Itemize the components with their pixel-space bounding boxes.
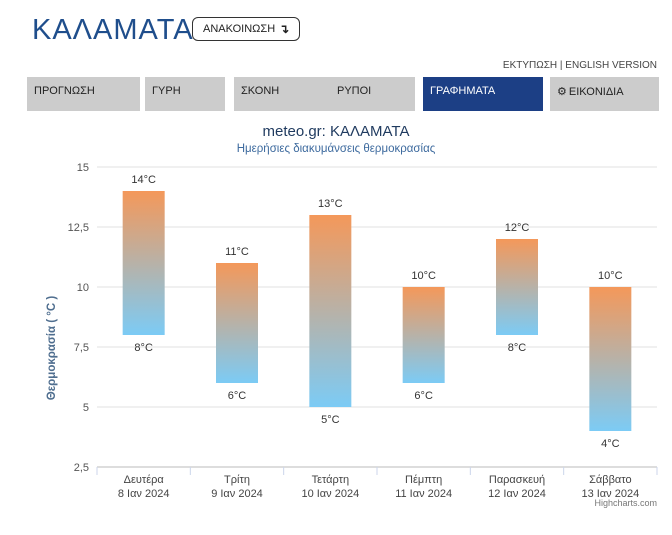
- tab-icons[interactable]: ⚙ ΕΙΚΟΝΙΔΙΑ: [550, 77, 659, 111]
- max-temp-label: 14°C: [131, 174, 156, 186]
- y-tick-label: 15: [77, 162, 89, 174]
- arrow-down-icon: ↴: [279, 22, 290, 36]
- x-axis: Δευτέρα 8 Ιαν 2024 Τρίτη 9 Ιαν 2024 Τετάρτη 1…: [96, 467, 658, 500]
- tab-pollen[interactable]: ΓΥΡΗ: [145, 77, 225, 111]
- tab-label: ΣΚΟΝΗ: [241, 85, 280, 97]
- min-temp-label: 4°C: [601, 438, 620, 450]
- labels-layer: 14°C 8°C 11°C 6°C 13°C 5°C 10°C 6°C 12°C 8°C 10°C 4…: [131, 174, 622, 450]
- temperature-range-bar[interactable]: [402, 287, 445, 383]
- tab-label: ΓΥΡΗ: [152, 85, 181, 97]
- max-temp-label: 12°C: [505, 222, 530, 234]
- tab-dust[interactable]: ΣΚΟΝΗ: [234, 77, 337, 111]
- top-links: ΕΚΤΥΠΩΣΗ | ENGLISH VERSION: [503, 60, 657, 71]
- x-tick-date: 12 Ιαν 2024: [488, 488, 546, 500]
- y-tick-label: 7,5: [74, 342, 89, 354]
- print-link[interactable]: ΕΚΤΥΠΩΣΗ: [502, 60, 558, 71]
- tab-label: ΓΡΑΦΗΜΑΤΑ: [430, 85, 496, 97]
- announcement-button[interactable]: ΑΝΑΚΟΙΝΩΣΗ ↴: [192, 17, 301, 41]
- max-temp-label: 10°C: [411, 270, 436, 282]
- chart-subtitle: Ημερήσιες διακυμάνσεις θερμοκρασίας: [237, 143, 436, 155]
- page-title: ΚΑΛΑΜΑΤΑ: [32, 14, 194, 46]
- grid-layer: 2,5 5 7,5 10 12,5 15: [68, 162, 657, 474]
- gear-icon: ⚙: [557, 86, 567, 98]
- min-temp-label: 6°C: [228, 390, 247, 402]
- min-temp-label: 6°C: [414, 390, 433, 402]
- temperature-range-bar[interactable]: [589, 287, 632, 431]
- temperature-range-bar[interactable]: [496, 239, 538, 335]
- y-tick-label: 10: [77, 282, 89, 294]
- tab-label: ΡΥΠΟΙ: [337, 85, 372, 97]
- temperature-range-bar[interactable]: [309, 215, 352, 407]
- temperature-chart: meteo.gr: ΚΑΛΑΜΑΤΑ Ημερήσιες διακυμάνσει…: [46, 123, 658, 500]
- min-temp-label: 8°C: [134, 342, 153, 354]
- x-tick-day: Σάββατο: [589, 474, 631, 486]
- x-tick-date: 10 Ιαν 2024: [301, 488, 359, 500]
- tab-forecast[interactable]: ΠΡΟΓΝΩΣΗ: [27, 77, 140, 111]
- x-tick-date: 9 Ιαν 2024: [211, 488, 263, 500]
- tab-pollutants[interactable]: ΡΥΠΟΙ: [330, 77, 415, 111]
- x-tick-day: Παρασκευή: [489, 474, 545, 486]
- tab-label: ΕΙΚΟΝΙΔΙΑ: [568, 86, 624, 98]
- y-tick-label: 5: [83, 402, 89, 414]
- bars-layer: [122, 191, 632, 431]
- x-tick-day: Τετάρτη: [312, 474, 350, 486]
- link-separator: |: [559, 60, 563, 71]
- temperature-range-bar[interactable]: [122, 191, 165, 335]
- x-tick-date: 13 Ιαν 2024: [581, 488, 639, 500]
- max-temp-label: 11°C: [225, 246, 249, 258]
- y-axis-label: Θερμοκρασία ( °C ): [46, 296, 58, 401]
- x-tick-date: 8 Ιαν 2024: [118, 488, 170, 500]
- max-temp-label: 13°C: [318, 198, 343, 210]
- tab-charts[interactable]: ΓΡΑΦΗΜΑΤΑ: [423, 77, 543, 111]
- tab-label: ΠΡΟΓΝΩΣΗ: [34, 85, 95, 97]
- english-version-link[interactable]: ENGLISH VERSION: [565, 60, 657, 71]
- max-temp-label: 10°C: [598, 270, 623, 282]
- chart-title: meteo.gr: ΚΑΛΑΜΑΤΑ: [262, 123, 409, 140]
- y-tick-label: 2,5: [74, 462, 89, 474]
- tab-bar: ΠΡΟΓΝΩΣΗ ΓΥΡΗ ΣΚΟΝΗ ΡΥΠΟΙ ΓΡΑΦΗΜΑΤΑ ⚙ ΕΙΚ…: [27, 77, 659, 111]
- x-tick-day: Δευτέρα: [124, 474, 165, 486]
- x-tick-date: 11 Ιαν 2024: [395, 488, 452, 500]
- y-tick-label: 12,5: [68, 222, 89, 234]
- x-tick-day: Πέμπτη: [405, 474, 442, 486]
- x-tick-day: Τρίτη: [224, 474, 250, 486]
- announcement-label: ΑΝΑΚΟΙΝΩΣΗ: [203, 23, 276, 35]
- min-temp-label: 8°C: [508, 342, 527, 354]
- temperature-range-bar[interactable]: [216, 263, 258, 383]
- min-temp-label: 5°C: [321, 414, 340, 426]
- chart-credit: Highcharts.com: [594, 498, 657, 508]
